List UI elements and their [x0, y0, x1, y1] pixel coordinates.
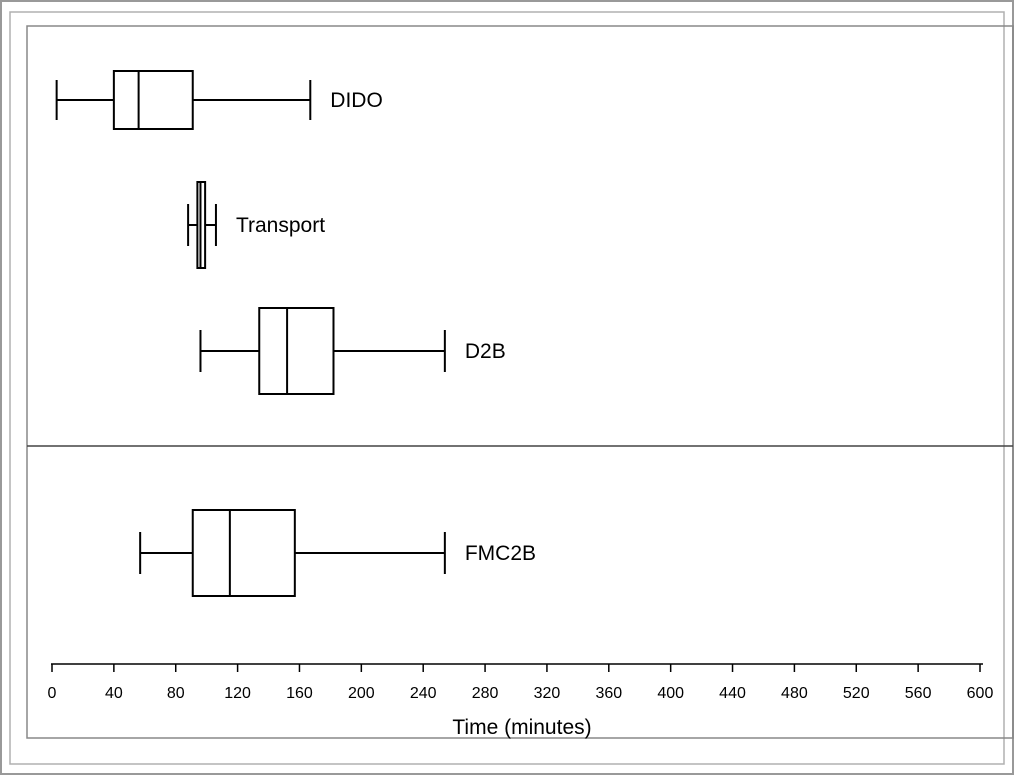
series-label-d2b: D2B: [465, 340, 506, 363]
x-tick-label-240: 240: [410, 685, 437, 702]
x-tick-label-80: 80: [167, 685, 185, 702]
boxplot-group: DIDO Transport D2B FMC2B: [55, 70, 536, 597]
x-axis-title: Time (minutes): [452, 716, 591, 739]
box-dido: DIDO: [55, 70, 383, 130]
inner-border: [9, 11, 1005, 765]
x-tick-label-320: 320: [534, 685, 561, 702]
x-axis: 0 40 80 120 160 200 240 280 320 360 400 440 480 520 56…: [48, 663, 994, 702]
plot-area: [26, 25, 1014, 739]
box-d2b: D2B: [199, 307, 506, 395]
x-tick-label-520: 520: [843, 685, 870, 702]
iqr-box-fmc2b: [191, 509, 296, 597]
box-fmc2b: FMC2B: [139, 509, 536, 597]
series-label-dido: DIDO: [330, 89, 383, 112]
box-transport: Transport: [187, 181, 325, 269]
iqr-box-dido: [112, 70, 194, 130]
x-tick-label-120: 120: [224, 685, 251, 702]
x-tick-label-440: 440: [719, 685, 746, 702]
x-tick-label-200: 200: [348, 685, 375, 702]
series-label-transport: Transport: [236, 214, 325, 237]
x-tick-label-0: 0: [48, 685, 57, 702]
x-tick-label-480: 480: [781, 685, 808, 702]
x-tick-label-280: 280: [472, 685, 499, 702]
x-tick-label-40: 40: [105, 685, 123, 702]
x-tick-label-400: 400: [657, 685, 684, 702]
iqr-box-d2b: [258, 307, 335, 395]
series-label-fmc2b: FMC2B: [465, 542, 536, 565]
x-tick-label-600: 600: [967, 685, 994, 702]
x-tick-label-360: 360: [595, 685, 622, 702]
x-tick-label-160: 160: [286, 685, 313, 702]
x-tick-label-560: 560: [905, 685, 932, 702]
